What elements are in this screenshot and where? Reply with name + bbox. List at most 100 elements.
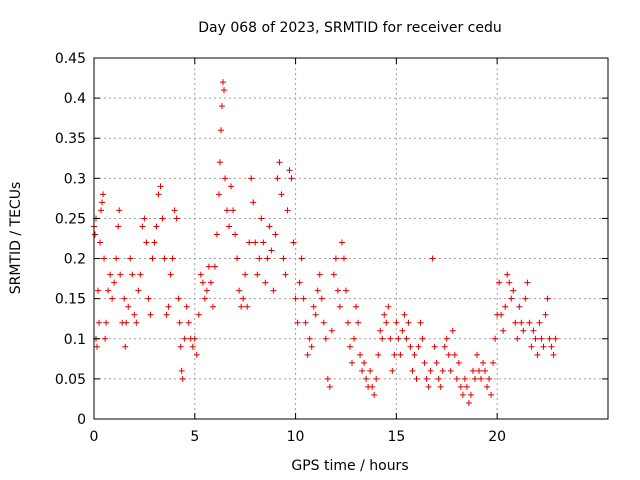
data-point bbox=[264, 255, 271, 262]
data-point bbox=[193, 351, 200, 358]
y-tick-label: 0.3 bbox=[64, 171, 86, 187]
data-point bbox=[437, 383, 444, 390]
data-point bbox=[403, 335, 410, 342]
data-point bbox=[171, 207, 178, 214]
data-point bbox=[441, 343, 448, 350]
data-point bbox=[258, 215, 265, 222]
data-point bbox=[520, 327, 527, 334]
data-point bbox=[260, 239, 267, 246]
data-point bbox=[129, 271, 136, 278]
data-point bbox=[393, 319, 400, 326]
data-point bbox=[411, 351, 418, 358]
data-point bbox=[226, 223, 233, 230]
data-point bbox=[514, 335, 521, 342]
data-point bbox=[122, 343, 129, 350]
x-tick-label: 15 bbox=[387, 429, 405, 445]
data-points bbox=[91, 79, 559, 406]
data-point bbox=[230, 207, 237, 214]
y-tick-label: 0.45 bbox=[55, 51, 86, 67]
data-point bbox=[232, 231, 239, 238]
data-point bbox=[116, 207, 123, 214]
data-point bbox=[306, 335, 313, 342]
data-point bbox=[151, 239, 158, 246]
data-point bbox=[465, 399, 472, 406]
data-point bbox=[534, 351, 541, 358]
data-point bbox=[280, 255, 287, 262]
data-point bbox=[181, 335, 188, 342]
data-point bbox=[155, 191, 162, 198]
data-point bbox=[238, 303, 245, 310]
data-point bbox=[234, 255, 241, 262]
axis-ticks: 0 0.05 0.1 0.15 0.2 0.25 0.3 0.35 0.4 0.45 0 5 10 15 2… bbox=[55, 51, 608, 445]
data-point bbox=[224, 207, 231, 214]
data-point bbox=[141, 215, 148, 222]
data-point bbox=[340, 255, 347, 262]
data-point bbox=[399, 327, 406, 334]
data-point bbox=[357, 351, 364, 358]
x-tick-label: 0 bbox=[90, 429, 99, 445]
data-point bbox=[518, 319, 525, 326]
data-point bbox=[369, 383, 376, 390]
data-point bbox=[173, 215, 180, 222]
data-point bbox=[389, 367, 396, 374]
data-point bbox=[346, 343, 353, 350]
data-point bbox=[401, 311, 408, 318]
data-point bbox=[163, 311, 170, 318]
x-tick-label: 10 bbox=[287, 429, 305, 445]
data-point bbox=[526, 319, 533, 326]
data-point bbox=[115, 223, 122, 230]
data-point bbox=[298, 255, 305, 262]
data-point bbox=[103, 319, 110, 326]
data-point bbox=[328, 327, 335, 334]
data-point bbox=[342, 287, 349, 294]
data-point bbox=[133, 319, 140, 326]
data-point bbox=[228, 183, 235, 190]
data-point bbox=[282, 271, 289, 278]
data-point bbox=[371, 391, 378, 398]
data-point bbox=[240, 295, 247, 302]
data-point bbox=[439, 367, 446, 374]
data-point bbox=[469, 367, 476, 374]
data-point bbox=[105, 287, 112, 294]
data-point bbox=[320, 319, 327, 326]
data-point bbox=[314, 287, 321, 294]
data-point bbox=[207, 279, 214, 286]
data-point bbox=[528, 343, 535, 350]
data-point bbox=[542, 311, 549, 318]
data-point bbox=[488, 391, 495, 398]
y-tick-label: 0.15 bbox=[55, 292, 86, 308]
data-point bbox=[203, 287, 210, 294]
data-point bbox=[349, 359, 356, 366]
data-point bbox=[121, 295, 128, 302]
data-point bbox=[336, 303, 343, 310]
data-point bbox=[498, 311, 505, 318]
data-point bbox=[147, 311, 154, 318]
data-point bbox=[512, 319, 519, 326]
data-point bbox=[113, 255, 120, 262]
data-point bbox=[153, 223, 160, 230]
data-point bbox=[176, 319, 183, 326]
data-point bbox=[310, 303, 317, 310]
data-point bbox=[461, 375, 468, 382]
data-point bbox=[165, 303, 172, 310]
y-axis-title: SRMTID / TECUs bbox=[8, 182, 24, 295]
data-point bbox=[330, 271, 337, 278]
data-point bbox=[522, 295, 529, 302]
data-point bbox=[453, 375, 460, 382]
y-tick-label: 0.1 bbox=[64, 332, 86, 348]
data-point bbox=[544, 295, 551, 302]
data-point bbox=[221, 87, 228, 94]
data-point bbox=[107, 271, 114, 278]
data-point bbox=[516, 303, 523, 310]
data-point bbox=[159, 215, 166, 222]
data-point bbox=[195, 311, 202, 318]
data-point bbox=[550, 351, 557, 358]
data-point bbox=[272, 231, 279, 238]
data-point bbox=[500, 327, 507, 334]
data-point bbox=[455, 359, 462, 366]
data-point bbox=[201, 295, 208, 302]
data-point bbox=[445, 351, 452, 358]
data-point bbox=[284, 207, 291, 214]
data-point bbox=[117, 271, 124, 278]
data-point bbox=[213, 231, 220, 238]
